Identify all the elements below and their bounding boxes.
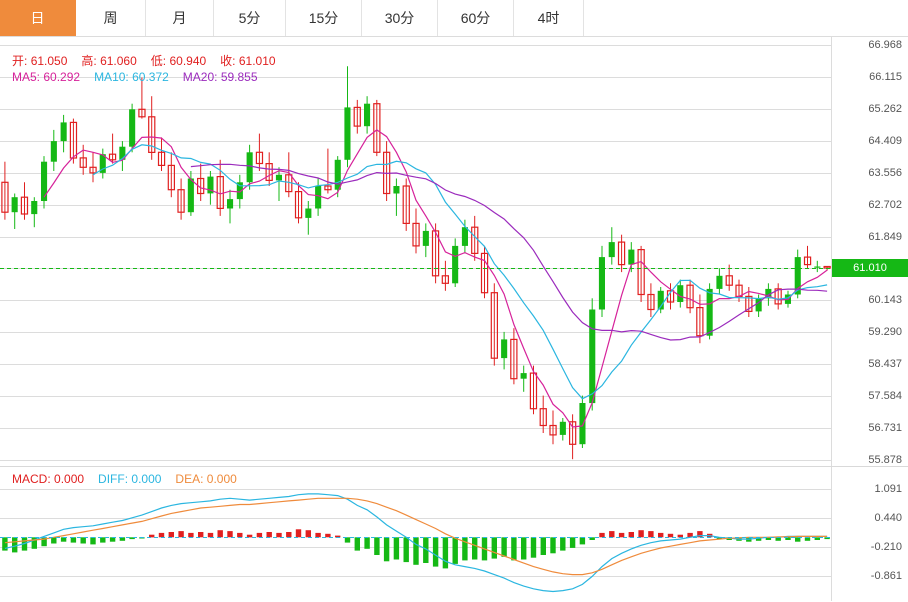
price-axis-label: 59.290 <box>868 326 902 339</box>
price-axis-label: 66.115 <box>869 70 902 83</box>
tab-label: 30分 <box>384 10 415 26</box>
price-axis-label: 57.584 <box>868 390 902 403</box>
tab-4[interactable]: 5分 <box>214 0 286 36</box>
macd-plot[interactable] <box>0 467 832 601</box>
price-axis-label: 55.878 <box>868 454 902 466</box>
macd-axis-label: 1.091 <box>874 482 902 495</box>
price-axis-label: 66.968 <box>868 39 902 51</box>
price-axis-label: 60.143 <box>868 294 902 307</box>
tab-label: 月 <box>172 10 187 26</box>
price-axis: 66.968 66.115 65.262 64.409 63.556 62.702 61.8… <box>832 37 908 466</box>
price-pane[interactable]: 66.968 66.115 65.262 64.409 63.556 62.702 61.8… <box>0 37 908 467</box>
macd-axis-label: -0.210 <box>870 540 902 553</box>
price-axis-label: 62.702 <box>868 198 902 211</box>
tab-label: 60分 <box>460 10 491 26</box>
tab-label: 周 <box>103 10 118 26</box>
tab-label: 15分 <box>308 10 339 26</box>
price-axis-label: 61.849 <box>868 230 902 243</box>
macd-axis-label: 0.440 <box>874 511 902 524</box>
period-tabbar: 日 周 月 5分 15分 30分 60分 4时 <box>0 0 908 37</box>
tab-label: 5分 <box>238 10 261 26</box>
price-axis-label: 56.731 <box>868 422 902 435</box>
tab-label: 日 <box>30 10 45 26</box>
price-axis-label: 63.556 <box>868 166 902 179</box>
price-plot[interactable] <box>0 37 832 466</box>
price-axis-label: 58.437 <box>868 358 902 371</box>
tab-label: 4时 <box>537 10 560 26</box>
tab-3[interactable]: 月 <box>146 0 214 36</box>
tab-5[interactable]: 15分 <box>286 0 362 36</box>
last-price-tag: 61.010 <box>832 258 908 277</box>
macd-axis-label: -0.861 <box>870 569 902 582</box>
tab-8[interactable]: 4时 <box>514 0 584 36</box>
tab-7[interactable]: 60分 <box>438 0 514 36</box>
tab-2[interactable]: 周 <box>76 0 146 36</box>
tab-1[interactable]: 日 <box>0 0 76 36</box>
macd-pane[interactable]: 1.091 0.440 -0.210 -0.861 <box>0 467 908 602</box>
macd-axis: 1.091 0.440 -0.210 -0.861 <box>832 467 908 602</box>
price-axis-label: 64.409 <box>868 134 902 147</box>
price-axis-label: 65.262 <box>868 102 902 115</box>
tab-6[interactable]: 30分 <box>362 0 438 36</box>
